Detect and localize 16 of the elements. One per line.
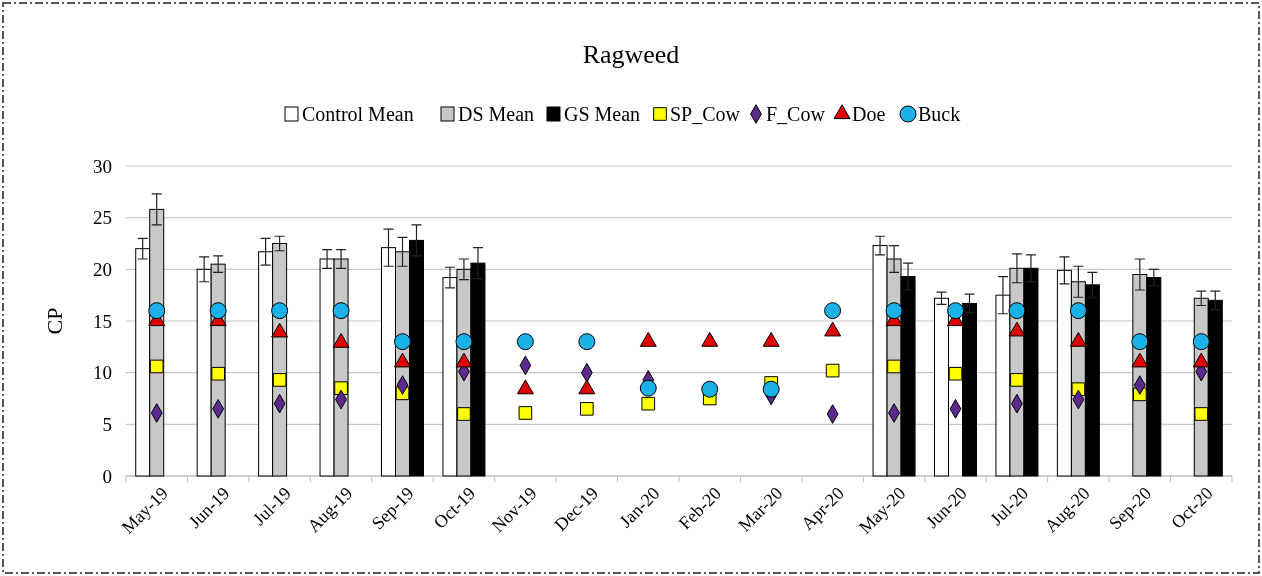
legend-label: Control Mean bbox=[302, 103, 414, 125]
legend-label: F_Cow bbox=[766, 103, 826, 125]
y-tick-label: 20 bbox=[93, 258, 112, 280]
y-tick-label: 30 bbox=[93, 155, 112, 177]
y-tick-label: 5 bbox=[102, 413, 112, 435]
y-tick-label: 25 bbox=[93, 207, 112, 229]
y-axis-title: CP bbox=[42, 307, 67, 335]
legend-label: Doe bbox=[852, 103, 886, 125]
legend-label: Buck bbox=[918, 103, 961, 125]
chart-title: Ragweed bbox=[582, 40, 680, 69]
y-tick-label: 0 bbox=[102, 465, 112, 487]
legend-label: GS Mean bbox=[564, 103, 641, 125]
y-tick-label: 15 bbox=[93, 310, 112, 332]
legend-label: DS Mean bbox=[458, 103, 535, 125]
y-tick-label: 10 bbox=[93, 362, 112, 384]
legend-label: SP_Cow bbox=[670, 103, 741, 125]
